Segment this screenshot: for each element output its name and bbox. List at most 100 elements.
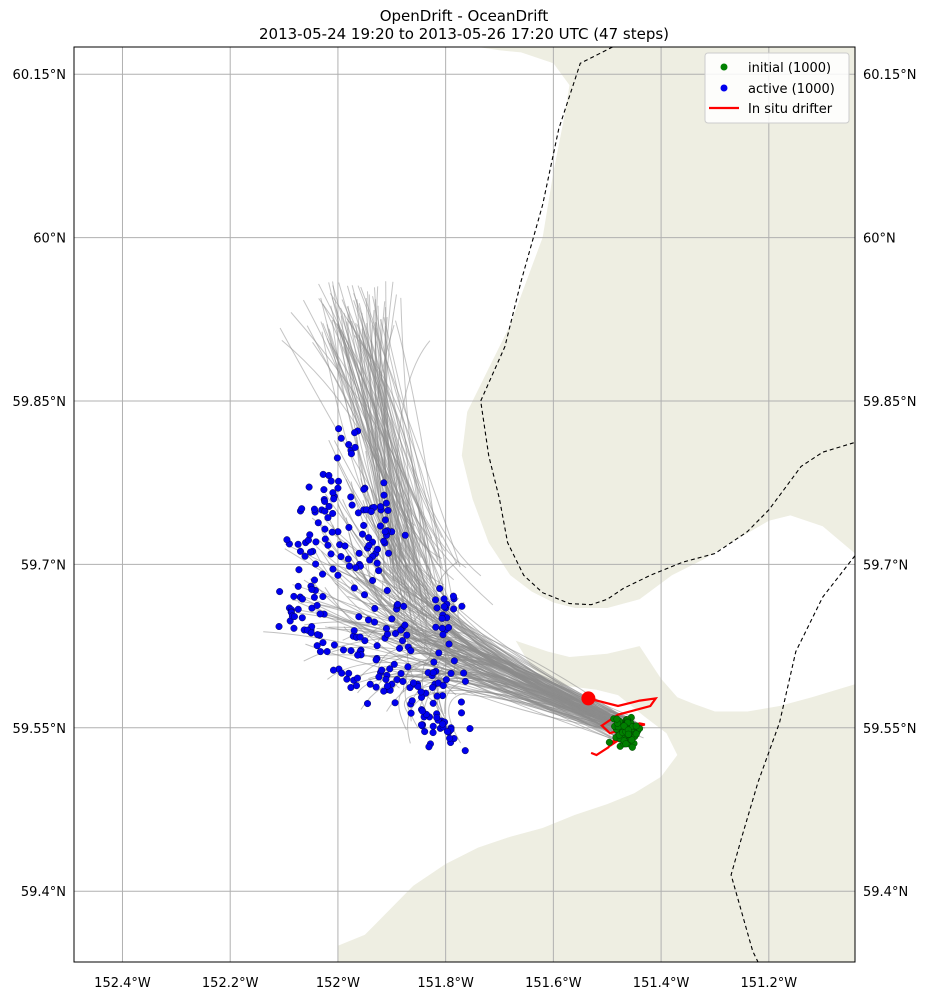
active-point xyxy=(407,647,415,655)
chart-subtitle: 2013-05-24 19:20 to 2013-05-26 17:20 UTC… xyxy=(258,25,670,43)
active-point xyxy=(312,560,320,568)
active-point xyxy=(319,639,327,647)
y-tick-label-right: 59.85°N xyxy=(863,395,916,410)
trajectory-line xyxy=(435,648,624,744)
active-point xyxy=(383,630,391,638)
active-point xyxy=(397,626,405,634)
active-point xyxy=(321,507,329,515)
active-point xyxy=(391,629,399,637)
initial-point xyxy=(622,740,630,748)
trajectory-line xyxy=(306,325,428,563)
active-point xyxy=(373,545,381,553)
plot-frame xyxy=(73,46,856,963)
active-point xyxy=(306,548,314,556)
active-point xyxy=(319,570,327,578)
active-point xyxy=(338,669,346,677)
active-point xyxy=(384,506,392,514)
active-point xyxy=(333,454,341,462)
trajectory-line xyxy=(310,605,620,726)
active-point xyxy=(365,541,373,549)
trajectory-line xyxy=(290,312,439,560)
active-point xyxy=(429,729,437,737)
active-point xyxy=(430,658,438,666)
legend-initial-label: initial (1000) xyxy=(748,61,831,76)
y-tick-label-right: 60°N xyxy=(863,232,896,247)
chart-title: OpenDrift - OceanDrift xyxy=(379,7,549,25)
active-point xyxy=(345,669,353,677)
active-point xyxy=(354,651,362,659)
active-point xyxy=(360,521,368,529)
active-point xyxy=(436,584,444,592)
legend-initial-marker xyxy=(720,63,728,71)
active-point xyxy=(429,669,437,677)
active-point xyxy=(290,592,298,600)
active-point xyxy=(365,534,373,542)
active-point xyxy=(290,624,298,632)
active-point xyxy=(294,582,302,590)
active-point xyxy=(353,682,361,690)
active-point xyxy=(401,531,409,539)
active-point xyxy=(327,477,335,485)
active-point xyxy=(382,499,390,507)
initial-point xyxy=(613,715,621,723)
active-point xyxy=(442,676,450,684)
y-tick-label-left: 59.55°N xyxy=(13,722,66,737)
active-point xyxy=(382,675,390,683)
active-point xyxy=(433,714,441,722)
active-point xyxy=(388,615,396,623)
active-point xyxy=(432,596,440,604)
active-point xyxy=(386,665,394,673)
active-point xyxy=(364,700,372,708)
active-point xyxy=(345,562,353,570)
active-point xyxy=(382,624,390,632)
trajectory-line xyxy=(374,324,402,551)
initial-point xyxy=(632,730,640,738)
active-point xyxy=(290,613,298,621)
active-point xyxy=(418,707,426,715)
active-point xyxy=(314,519,322,527)
active-point xyxy=(460,669,468,677)
active-point xyxy=(391,699,399,707)
active-point xyxy=(321,535,329,543)
y-tick-label-right: 59.4°N xyxy=(863,885,908,900)
active-point xyxy=(371,604,379,612)
active-point xyxy=(458,602,466,610)
active-point xyxy=(381,528,389,536)
active-point xyxy=(373,642,381,650)
active-point xyxy=(324,514,332,522)
active-point xyxy=(298,614,306,622)
active-point xyxy=(440,603,448,611)
trajectory-line xyxy=(279,327,420,564)
active-point xyxy=(433,604,441,612)
active-point xyxy=(404,663,412,671)
active-point xyxy=(356,633,364,641)
active-point xyxy=(461,677,469,685)
active-point xyxy=(283,536,291,544)
active-point xyxy=(343,675,351,683)
active-point xyxy=(394,600,402,608)
initial-point xyxy=(620,722,628,730)
legend-active-label: active (1000) xyxy=(748,82,835,97)
active-point xyxy=(350,584,358,592)
active-point xyxy=(397,669,405,677)
active-point xyxy=(450,605,458,613)
active-point xyxy=(321,525,329,533)
active-point xyxy=(355,613,363,621)
active-point xyxy=(355,549,363,557)
active-point xyxy=(298,505,306,513)
active-point xyxy=(275,622,283,630)
active-point xyxy=(298,595,306,603)
active-point xyxy=(305,483,313,491)
map-plot-area xyxy=(74,47,855,962)
initial-point xyxy=(628,743,636,751)
land-layer xyxy=(337,47,855,962)
y-tick-label-right: 59.55°N xyxy=(863,722,916,737)
trajectory-line xyxy=(377,305,442,569)
active-point xyxy=(399,637,407,645)
active-point xyxy=(353,674,361,682)
active-point xyxy=(445,640,453,648)
active-point xyxy=(385,549,393,557)
active-point xyxy=(369,577,377,585)
trajectory-line xyxy=(318,298,416,605)
